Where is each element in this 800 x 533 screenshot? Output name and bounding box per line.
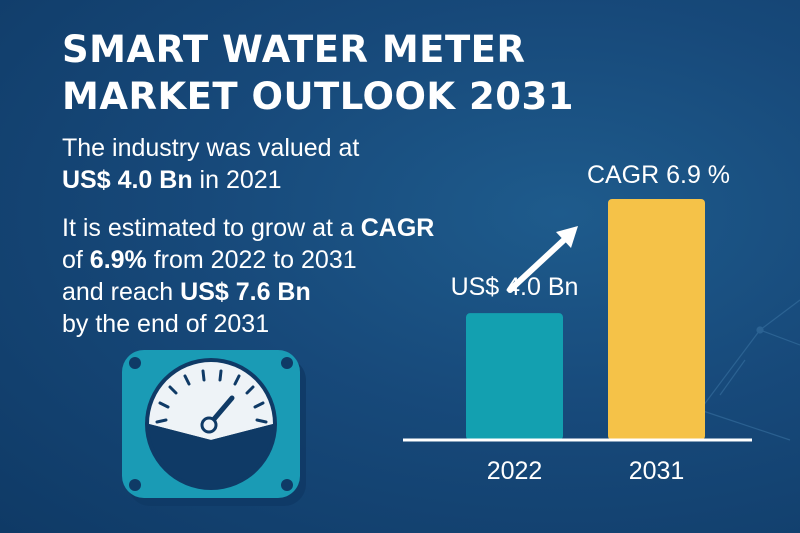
title-line-1: SMART WATER METER	[62, 28, 526, 71]
forecast-line-4: by the end of 2031	[62, 310, 270, 338]
forecast-line-1-prefix: It is estimated to grow at a	[62, 214, 361, 242]
bar-2022	[466, 313, 563, 440]
forecast-paragraph: It is estimated to grow at a CAGR of 6.9…	[62, 212, 434, 340]
data-label-2031: CAGR 6.9 %	[587, 161, 730, 189]
intro-value: US$ 4.0 Bn	[62, 166, 193, 194]
forecast-line-2-prefix: of	[62, 246, 90, 274]
intro-line-2: US$ 4.0 Bn in 2021	[62, 164, 359, 196]
forecast-line-3-prefix: and reach	[62, 278, 181, 306]
intro-value-suffix: in 2021	[192, 166, 282, 194]
intro-line-1: The industry was valued at	[62, 134, 360, 162]
forecast-line-2: of 6.9% from 2022 to 2031	[62, 244, 434, 276]
forecast-target-value: US$ 7.6 Bn	[180, 278, 311, 306]
x-tick-label-2022: 2022	[487, 457, 543, 485]
intro-paragraph: The industry was valued at US$ 4.0 Bn in…	[62, 132, 359, 196]
forecast-cagr-word: CAGR	[360, 214, 435, 242]
forecast-line-3: and reach US$ 7.6 Bn	[62, 276, 434, 308]
bar-2031	[608, 199, 705, 440]
page-title: SMART WATER METER MARKET OUTLOOK 2031	[62, 26, 574, 120]
data-label-2022: US$ 4.0 Bn	[451, 273, 579, 301]
title-line-2: MARKET OUTLOOK 2031	[62, 75, 574, 118]
forecast-cagr-value: 6.9%	[89, 246, 147, 274]
x-tick-label-2031: 2031	[629, 457, 685, 485]
forecast-line-2-suffix: from 2022 to 2031	[146, 246, 357, 274]
forecast-line-1: It is estimated to grow at a CAGR	[62, 212, 434, 244]
